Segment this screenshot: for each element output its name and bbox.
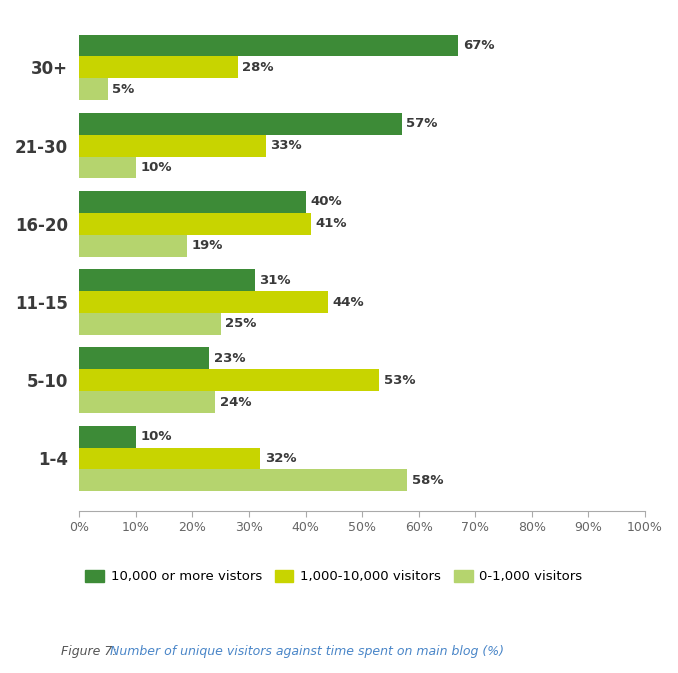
Legend: 10,000 or more vistors, 1,000-10,000 visitors, 0-1,000 visitors: 10,000 or more vistors, 1,000-10,000 vis… <box>80 565 588 589</box>
Text: 40%: 40% <box>310 195 342 209</box>
Bar <box>79 470 407 491</box>
Text: 19%: 19% <box>191 239 222 252</box>
Text: 41%: 41% <box>316 217 347 230</box>
Bar <box>79 448 260 470</box>
Bar <box>79 213 311 235</box>
Bar <box>79 135 266 157</box>
Text: 10%: 10% <box>140 161 172 174</box>
Text: 44%: 44% <box>333 295 364 308</box>
Text: 33%: 33% <box>271 139 302 152</box>
Text: 25%: 25% <box>225 318 256 330</box>
Text: 10%: 10% <box>140 430 172 443</box>
Text: 58%: 58% <box>412 474 443 487</box>
Text: 32%: 32% <box>265 452 296 465</box>
Bar <box>79 157 136 178</box>
Text: Number of unique visitors against time spent on main blog (%): Number of unique visitors against time s… <box>110 645 504 658</box>
Text: 57%: 57% <box>406 117 438 130</box>
Text: 31%: 31% <box>259 274 291 287</box>
Bar <box>79 291 328 313</box>
Text: 67%: 67% <box>463 39 494 52</box>
Text: 23%: 23% <box>214 352 245 365</box>
Bar <box>79 113 402 135</box>
Bar <box>79 369 379 391</box>
Bar <box>79 78 108 100</box>
Bar <box>79 191 306 213</box>
Bar <box>79 57 238 78</box>
Text: Figure 7:: Figure 7: <box>61 645 121 658</box>
Text: 53%: 53% <box>384 374 415 387</box>
Text: 24%: 24% <box>220 396 251 409</box>
Bar <box>79 391 215 413</box>
Bar <box>79 347 210 369</box>
Text: 5%: 5% <box>112 83 134 96</box>
Bar <box>79 425 136 448</box>
Text: 28%: 28% <box>242 61 274 74</box>
Bar <box>79 313 221 335</box>
Bar <box>79 235 186 256</box>
Bar <box>79 34 458 57</box>
Bar <box>79 269 255 291</box>
